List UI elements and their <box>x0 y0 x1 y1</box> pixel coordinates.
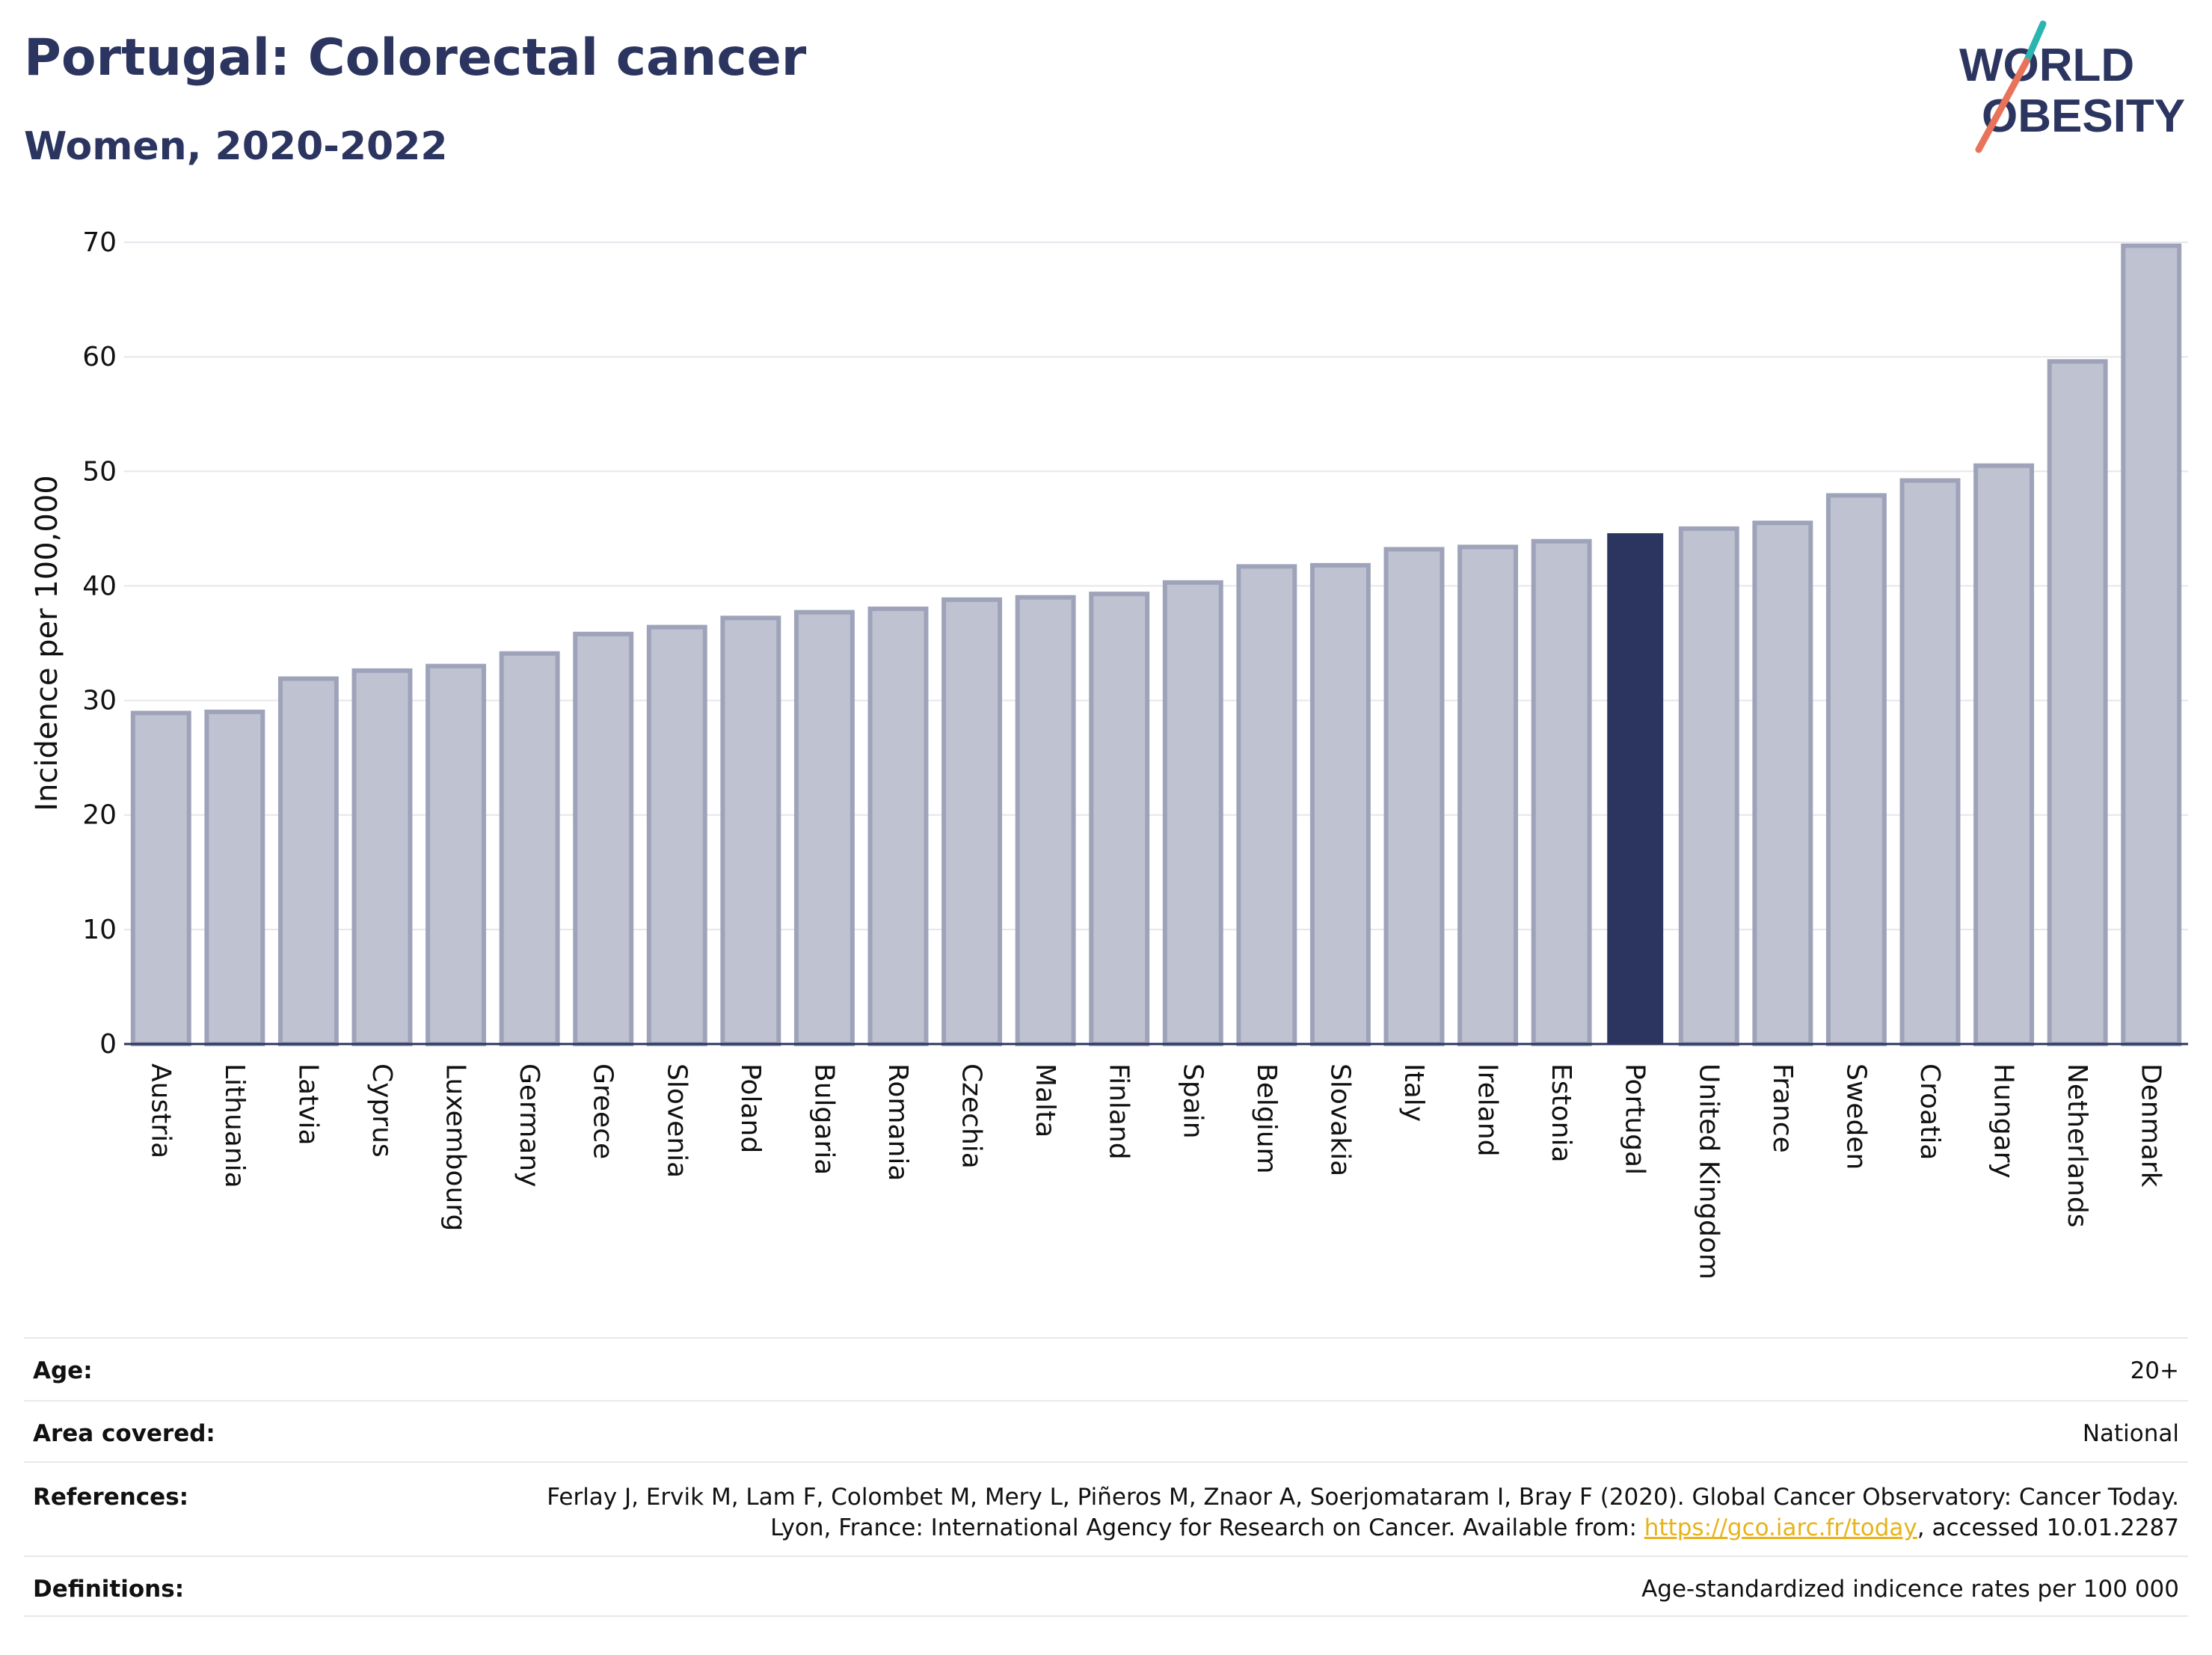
x-tick-label: Austria <box>145 1063 176 1158</box>
references-link[interactable]: https://gco.iarc.fr/today <box>1644 1514 1917 1541</box>
y-tick-label: 30 <box>82 686 117 716</box>
x-tick-label: Belgium <box>1251 1063 1282 1174</box>
bar-ireland <box>1457 544 1519 1046</box>
bar-cyprus <box>351 668 413 1046</box>
bar-romania <box>867 607 929 1046</box>
x-tick-label: Hungary <box>1988 1063 2019 1179</box>
age-label: Age: <box>33 1357 93 1384</box>
bar-luxembourg <box>425 663 487 1047</box>
x-tick-label: Slovakia <box>1324 1063 1355 1176</box>
logo-line2: OBESITY <box>1982 90 2185 142</box>
bar-czechia <box>941 597 1003 1046</box>
x-tick-label: United Kingdom <box>1693 1063 1724 1280</box>
y-tick-label: 60 <box>82 342 117 372</box>
references-text: Ferlay J, Ervik M, Lam F, Colombet M, Me… <box>547 1484 2179 1541</box>
bar-germany <box>499 651 560 1046</box>
bar-greece <box>573 631 634 1046</box>
page-subtitle: Women, 2020-2022 <box>24 124 448 169</box>
x-tick-label: Czechia <box>956 1063 987 1169</box>
x-tick-label: Denmark <box>2136 1063 2166 1188</box>
y-tick-label: 40 <box>82 571 117 601</box>
logo-line1: WORLD <box>1959 40 2134 91</box>
x-tick-label: Sweden <box>1840 1063 1871 1170</box>
info-row-age: Age: 20+ <box>24 1337 2188 1400</box>
y-axis-label: Incidence per 100,000 <box>30 475 64 811</box>
bar-poland <box>720 615 781 1046</box>
x-tick-label: Luxembourg <box>440 1063 471 1231</box>
bar-netherlands <box>2047 359 2108 1047</box>
x-tick-label: Greece <box>588 1063 618 1159</box>
x-tick-label: Malta <box>1030 1063 1060 1137</box>
definitions-value: Age-standardized indicence rates per 100… <box>1641 1576 2179 1603</box>
x-tick-label: Italy <box>1398 1063 1429 1122</box>
x-tick-label: Finland <box>1104 1063 1134 1160</box>
age-value: 20+ <box>2130 1357 2179 1384</box>
y-tick-label: 0 <box>99 1029 117 1060</box>
x-tick-label: Ireland <box>1472 1063 1503 1157</box>
area-value: National <box>2082 1420 2179 1447</box>
bar-slovakia <box>1309 562 1371 1046</box>
x-tick-label: Romania <box>882 1063 913 1181</box>
bar-croatia <box>1899 478 1961 1046</box>
bar-lithuania <box>204 709 265 1047</box>
x-tick-label: Germany <box>514 1063 544 1187</box>
bar-slovenia <box>646 624 707 1046</box>
bar-portugal <box>1607 532 1664 1044</box>
references-label: References: <box>33 1484 189 1511</box>
x-tick-label: Spain <box>1177 1063 1208 1139</box>
x-tick-label: Poland <box>735 1063 766 1153</box>
x-tick-label: Slovenia <box>661 1063 692 1178</box>
bar-italy <box>1383 547 1445 1046</box>
references-accessed: , accessed 10.01.2287 <box>1917 1514 2179 1541</box>
x-tick-label: Cyprus <box>366 1063 397 1158</box>
page-title: Portugal: Colorectal cancer <box>24 28 807 87</box>
bar-denmark <box>2121 243 2182 1047</box>
info-table: Age: 20+ Area covered: National Referenc… <box>24 1337 2188 1617</box>
bar-bulgaria <box>793 610 855 1046</box>
x-tick-label: Portugal <box>1620 1063 1650 1175</box>
y-tick-label: 50 <box>82 456 117 487</box>
x-tick-label: Netherlands <box>2062 1063 2092 1227</box>
bar-france <box>1752 521 1813 1046</box>
x-tick-label: Bulgaria <box>808 1063 839 1175</box>
x-tick-label: Estonia <box>1546 1063 1576 1163</box>
x-tick-label: Latvia <box>292 1063 323 1146</box>
y-tick-label: 20 <box>82 800 117 831</box>
bar-malta <box>1015 595 1076 1046</box>
x-tick-label: Lithuania <box>219 1063 250 1188</box>
bar-austria <box>130 710 191 1046</box>
bar-spain <box>1162 580 1223 1046</box>
bar-united-kingdom <box>1678 526 1739 1046</box>
references-value: Ferlay J, Ervik M, Lam F, Colombet M, Me… <box>489 1482 2179 1544</box>
x-tick-label: Croatia <box>1914 1063 1945 1160</box>
y-tick-label: 10 <box>82 915 117 945</box>
bar-sweden <box>1825 493 1887 1046</box>
definitions-label: Definitions: <box>33 1576 185 1603</box>
info-row-area: Area covered: National <box>24 1400 2188 1461</box>
y-tick-label: 70 <box>82 227 117 258</box>
bar-belgium <box>1236 564 1297 1046</box>
info-row-definitions: Definitions: Age-standardized indicence … <box>24 1556 2188 1617</box>
bar-estonia <box>1531 538 1592 1046</box>
x-tick-label: France <box>1767 1063 1798 1153</box>
bar-latvia <box>277 676 339 1047</box>
world-obesity-logo: WORLD OBESITY <box>1959 20 2185 153</box>
bar-chart: 0 10 20 30 40 50 60 70 Incidence per 100,000 Aust… <box>30 227 2188 1280</box>
bar-hungary <box>1973 463 2035 1046</box>
info-row-references: References: Ferlay J, Ervik M, Lam F, Co… <box>24 1461 2188 1556</box>
area-label: Area covered: <box>33 1420 215 1447</box>
bar-finland <box>1089 592 1150 1046</box>
